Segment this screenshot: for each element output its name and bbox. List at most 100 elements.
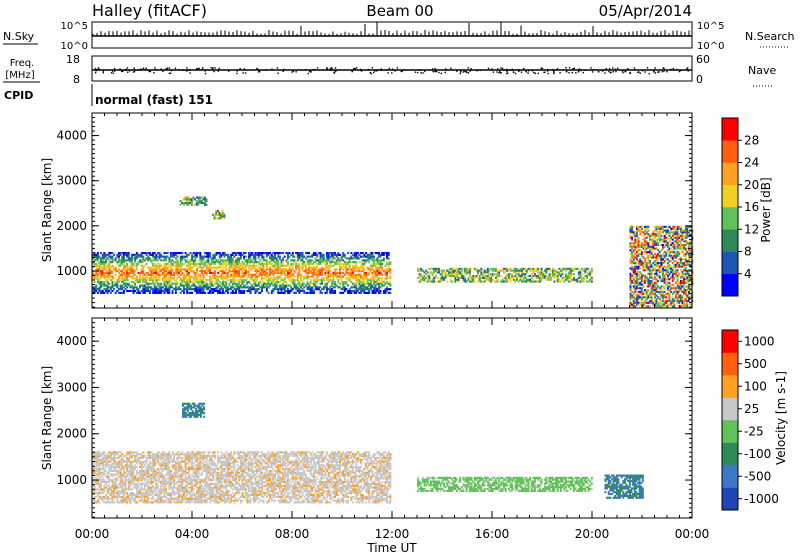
echo-cell — [353, 253, 356, 256]
echo-cell — [655, 280, 658, 283]
echo-cell — [148, 252, 151, 255]
echo-cell — [244, 259, 247, 262]
nave-dot — [522, 67, 525, 70]
echo-cell — [131, 289, 133, 293]
echo-cell — [171, 262, 174, 266]
echo-cell — [666, 281, 669, 284]
echo-cell — [274, 282, 276, 285]
echo-cell — [228, 288, 231, 291]
echo-cell — [634, 238, 637, 241]
echo-cell — [681, 301, 684, 304]
echo-cell — [298, 289, 301, 293]
echo-cell — [553, 271, 556, 274]
echo-cell — [335, 259, 338, 262]
nave-dot — [553, 72, 555, 75]
echo-cell — [101, 270, 104, 273]
echo-cell — [649, 271, 651, 274]
echo-cell — [681, 294, 684, 297]
echo-cell — [356, 289, 359, 293]
echo-cell — [378, 268, 380, 271]
echo-cell — [298, 262, 301, 266]
echo-cell — [460, 267, 463, 270]
echo-cell — [512, 267, 515, 270]
echo-cell — [649, 249, 651, 252]
echo-cell — [220, 275, 223, 278]
echo-cell — [374, 286, 377, 289]
echo-cell — [524, 275, 527, 278]
echo-cell — [223, 266, 226, 269]
echo-cell — [647, 269, 650, 272]
echo-cell — [668, 265, 671, 268]
echo-cell — [145, 279, 148, 282]
echo-cell — [186, 201, 188, 205]
echo-cell — [421, 275, 424, 278]
echo-cell — [431, 273, 434, 276]
echo-cell — [301, 280, 304, 284]
echo-cell — [670, 247, 673, 250]
echo-cell — [534, 273, 536, 276]
echo-cell — [103, 257, 106, 260]
echo-cell — [288, 270, 291, 273]
nave-dot — [534, 72, 537, 75]
echo-cell — [113, 277, 116, 280]
echo-cell — [168, 261, 171, 264]
echo-cell — [103, 261, 106, 264]
echo-cell — [101, 271, 104, 275]
nave-dot — [608, 67, 611, 70]
nave-dot — [506, 70, 508, 73]
echo-cell — [269, 268, 272, 271]
echo-cell — [144, 291, 146, 294]
echo-cell — [688, 285, 690, 288]
echo-cell — [477, 273, 480, 276]
echo-cell — [386, 277, 389, 280]
echo-cell — [382, 280, 385, 284]
echo-cell — [249, 261, 252, 264]
echo-cell — [636, 271, 638, 274]
echo-cell — [653, 263, 656, 266]
echo-cell — [644, 242, 647, 245]
echo-cell — [231, 282, 234, 285]
echo-cell — [199, 270, 202, 273]
echo-cell — [179, 259, 182, 262]
echo-cell — [681, 265, 684, 268]
echo-cell — [469, 271, 471, 274]
echo-cell — [676, 301, 679, 304]
echo-cell — [660, 290, 663, 293]
echo-cell — [233, 261, 236, 264]
echo-cell — [200, 282, 203, 285]
echo-cell — [248, 264, 250, 267]
echo-cell — [647, 243, 650, 247]
echo-cell — [668, 252, 671, 256]
echo-cell — [101, 253, 104, 256]
echo-cell — [369, 280, 372, 284]
echo-cell — [496, 271, 499, 274]
echo-cell — [689, 249, 692, 252]
echo-cell — [225, 275, 228, 278]
echo-cell — [658, 251, 661, 254]
echo-cell — [681, 231, 684, 234]
echo-cell — [194, 280, 197, 284]
echo-cell — [639, 292, 642, 295]
echo-cell — [296, 273, 299, 276]
echo-cell — [147, 266, 150, 269]
echo-cell — [194, 275, 197, 278]
echo-cell — [665, 252, 668, 256]
nave-dot — [334, 67, 337, 69]
echo-cell — [126, 286, 129, 289]
echo-cell — [683, 262, 686, 265]
echo-cell — [301, 261, 304, 264]
echo-cell — [634, 263, 637, 266]
echo-cell — [254, 252, 257, 255]
echo-cell — [683, 305, 686, 308]
echo-cell — [670, 289, 673, 292]
echo-cell — [274, 253, 276, 256]
echo-cell — [636, 238, 638, 241]
echo-cell — [153, 271, 156, 275]
echo-cell — [241, 273, 244, 276]
echo-cell — [163, 280, 166, 284]
echo-cell — [199, 198, 201, 201]
echo-cell — [274, 284, 276, 287]
echo-cell — [243, 289, 246, 293]
echo-cell — [639, 271, 642, 274]
echo-cell — [629, 243, 632, 247]
